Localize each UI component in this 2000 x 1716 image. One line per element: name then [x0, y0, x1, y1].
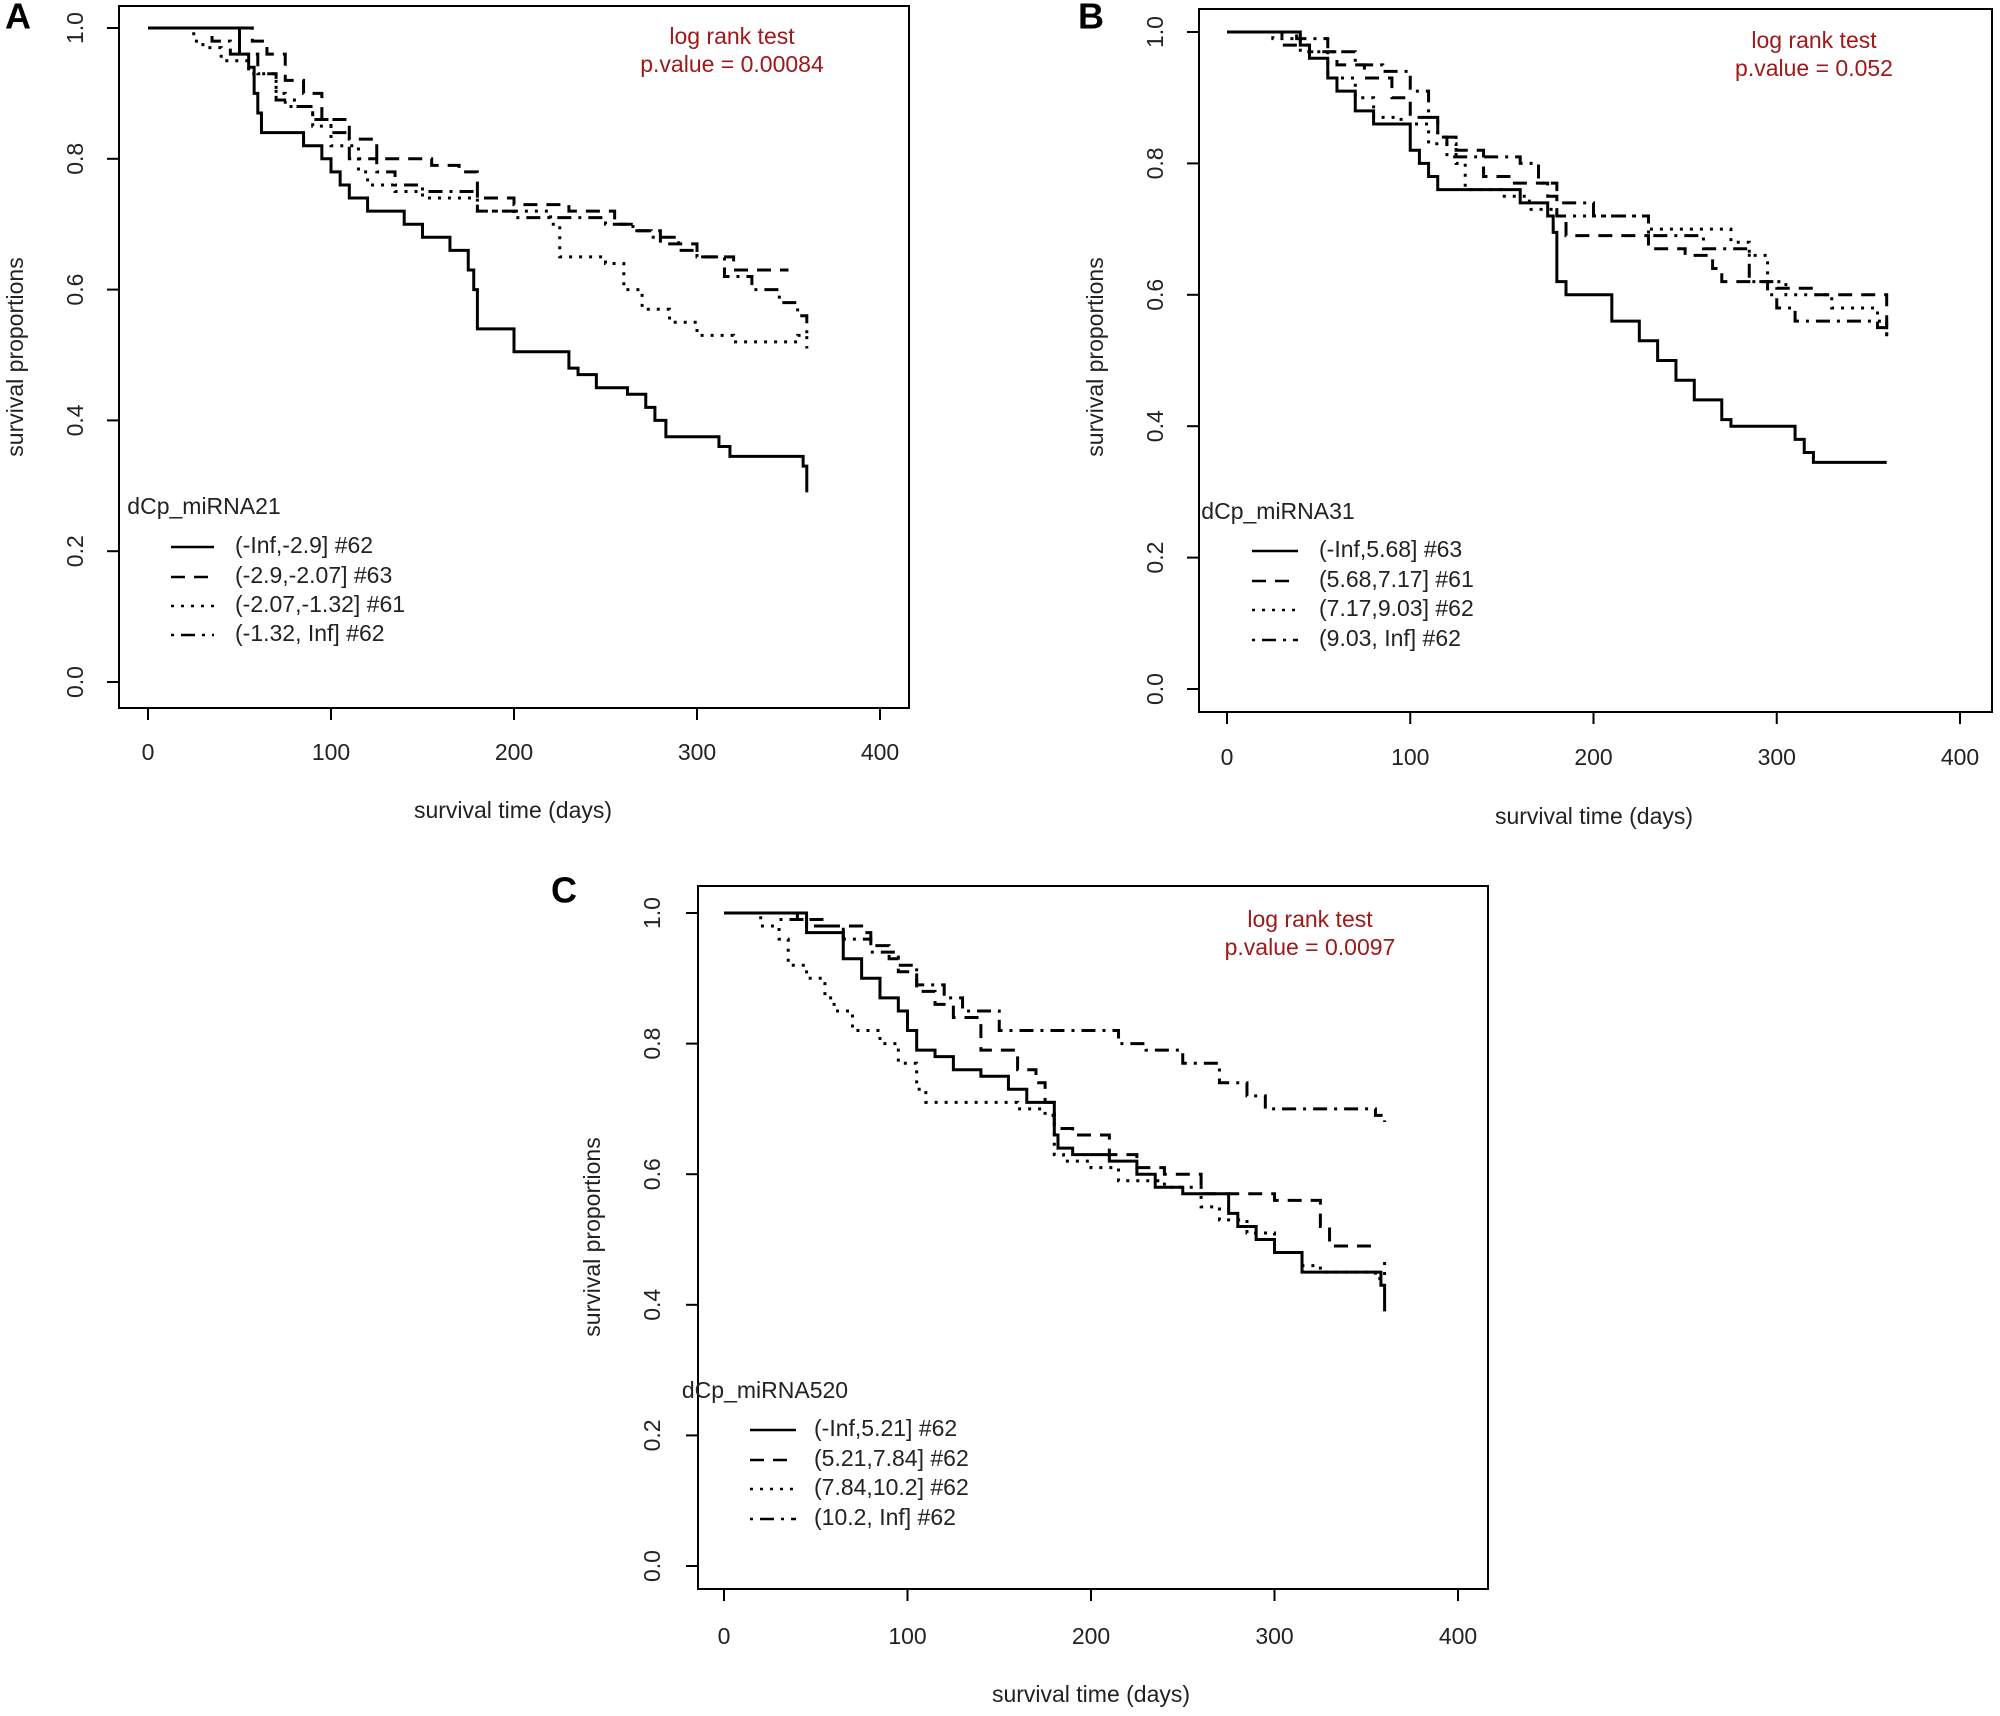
legend-entry: (5.68,7.17] #61	[1319, 566, 1474, 592]
legend-entry: (9.03, Inf] #62	[1319, 625, 1461, 651]
legend-title: dCp_miRNA31	[1201, 498, 1354, 524]
legend-entry: (-2.9,-2.07] #63	[235, 562, 392, 588]
y-axis-label: survival proportions	[1082, 257, 1108, 456]
log-rank-title: log rank test	[1751, 27, 1877, 53]
log-rank-title: log rank test	[669, 23, 795, 49]
y-tick-label: 0.4	[1142, 410, 1168, 442]
x-tick-label: 200	[1574, 744, 1612, 770]
x-axis-label: survival time (days)	[992, 1681, 1190, 1707]
y-tick-label: 0.6	[1142, 279, 1168, 311]
y-tick-label: 0.8	[62, 143, 88, 175]
p-value: p.value = 0.0097	[1225, 934, 1396, 960]
survival-curve-dashed	[724, 911, 1376, 1248]
panel-b: B 0 100 200 300 400 0.0 0.2 0.4 0.6 0.8 1.0 survival…	[1078, 0, 1993, 829]
x-tick-label: 0	[1221, 744, 1234, 770]
y-tick-label: 1.0	[639, 897, 665, 929]
x-tick-label: 200	[495, 739, 533, 765]
legend-entry: (-Inf,-2.9] #62	[235, 532, 373, 558]
survival-curve-dotted	[148, 26, 809, 349]
y-axis-label: survival proportions	[2, 257, 28, 456]
x-tick-label: 100	[312, 739, 350, 765]
y-tick-label: 1.0	[62, 12, 88, 44]
panel-label: C	[551, 870, 577, 911]
y-tick-label: 0.2	[1142, 542, 1168, 574]
y-tick-label: 1.0	[1142, 16, 1168, 48]
panel-label: B	[1078, 0, 1104, 37]
survival-curve-dashed	[148, 26, 789, 272]
y-tick-label: 0.0	[1142, 673, 1168, 705]
x-tick-label: 100	[888, 1623, 926, 1649]
legend-entry: (10.2, Inf] #62	[814, 1504, 956, 1530]
x-tick-label: 300	[1758, 744, 1796, 770]
survival-curve-dotdash	[1227, 30, 1889, 341]
x-tick-label: 200	[1072, 1623, 1110, 1649]
x-tick-label: 400	[861, 739, 899, 765]
legend-entry: (-1.32, Inf] #62	[235, 620, 385, 646]
legend-entry: (7.17,9.03] #62	[1319, 595, 1474, 621]
panel-label: A	[5, 0, 31, 37]
y-tick-label: 0.8	[1142, 147, 1168, 179]
panel-a: A 0 100 200 300 400 0.0 0.2 0.4 0.6 0.8 1.0 survival…	[2, 0, 910, 823]
legend-entry: (5.21,7.84] #62	[814, 1445, 969, 1471]
p-value: p.value = 0.052	[1735, 55, 1893, 81]
x-tick-label: 400	[1941, 744, 1979, 770]
x-tick-label: 300	[1255, 1623, 1293, 1649]
x-tick-label: 0	[718, 1623, 731, 1649]
survival-curve-dotdash	[724, 911, 1387, 1122]
y-tick-label: 0.0	[639, 1550, 665, 1582]
legend-entry: (7.84,10.2] #62	[814, 1474, 969, 1500]
legend-entry: (-Inf,5.21] #62	[814, 1415, 957, 1441]
y-tick-label: 0.0	[62, 666, 88, 698]
panel-c: C 0 100 200 300 400 0.0 0.2 0.4 0.6 0.8 1.0 survival…	[551, 870, 1489, 1707]
x-tick-label: 400	[1439, 1623, 1477, 1649]
legend-title: dCp_miRNA21	[127, 493, 280, 519]
x-tick-label: 0	[142, 739, 155, 765]
y-tick-label: 0.6	[62, 274, 88, 306]
x-axis-label: survival time (days)	[414, 797, 612, 823]
y-tick-label: 0.2	[639, 1419, 665, 1451]
x-tick-label: 100	[1391, 744, 1429, 770]
survival-curve-dotted	[1227, 30, 1889, 341]
x-axis-label: survival time (days)	[1495, 803, 1693, 829]
survival-curve-solid	[148, 26, 809, 493]
plot-frame	[1198, 8, 1993, 713]
y-tick-label: 0.6	[639, 1158, 665, 1190]
plot-frame	[697, 885, 1489, 1590]
legend-entry: (-2.07,-1.32] #61	[235, 591, 405, 617]
y-tick-label: 0.4	[639, 1289, 665, 1321]
p-value: p.value = 0.00084	[640, 51, 824, 77]
survival-curve-dotted	[724, 911, 1387, 1281]
y-tick-label: 0.2	[62, 535, 88, 567]
y-axis-label: survival proportions	[579, 1137, 605, 1336]
survival-curve-solid	[1227, 30, 1887, 464]
y-tick-label: 0.8	[639, 1028, 665, 1060]
log-rank-title: log rank test	[1247, 906, 1373, 932]
legend-entry: (-Inf,5.68] #63	[1319, 536, 1462, 562]
legend-title: dCp_miRNA520	[682, 1377, 848, 1403]
y-tick-label: 0.4	[62, 404, 88, 436]
x-tick-label: 300	[678, 739, 716, 765]
